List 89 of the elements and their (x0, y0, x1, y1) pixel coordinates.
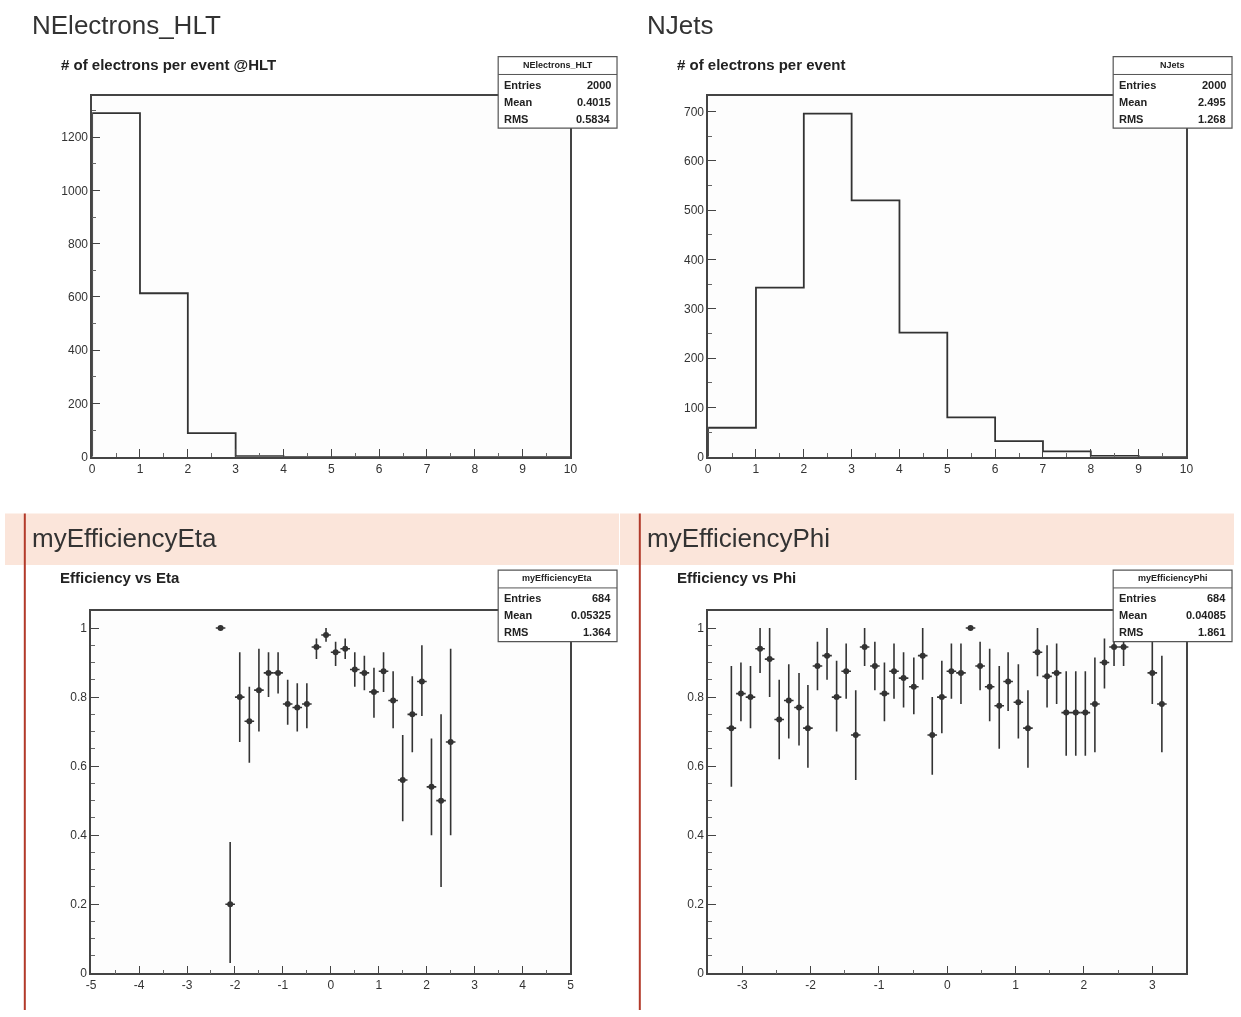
text: RMS 0.5834 (504, 113, 610, 125)
chart-title: myEfficiencyEta (32, 523, 218, 553)
y-tick-label: 200 (67, 396, 89, 411)
chart-subtitle: # of electrons per event @HLT (61, 56, 277, 73)
y-tick-label: 300 (683, 302, 705, 317)
y-tick-label: 0 (80, 966, 88, 981)
y-tick-label: 1 (80, 621, 88, 636)
text: Entries 684 (1119, 592, 1226, 604)
chart-title: myEfficiencyPhi (647, 523, 831, 553)
x-tick-label: 3 (1148, 978, 1156, 993)
y-tick-label: 600 (683, 154, 705, 169)
x-tick-label: -2 (805, 978, 817, 993)
x-tick-label: -4 (133, 978, 145, 993)
text: Mean 0.05325 (504, 609, 611, 621)
x-tick-label: 9 (1135, 461, 1143, 476)
y-tick-label: 700 (683, 104, 705, 119)
chart-title: NJets (647, 10, 714, 40)
x-tick-label: 5 (327, 461, 335, 476)
x-tick-label: 6 (375, 461, 383, 476)
y-tick-label: 1 (697, 621, 705, 636)
x-tick-label: 8 (1087, 461, 1095, 476)
chart-title: NElectrons_HLT (32, 10, 221, 40)
text: NElectrons_HLT (523, 60, 593, 70)
y-tick-label: 0.2 (70, 897, 88, 912)
y-tick-label: 0.4 (687, 828, 705, 843)
y-tick-label: 0 (81, 450, 89, 465)
y-tick-label: 0 (697, 450, 705, 465)
y-tick-label: 0 (697, 966, 705, 981)
y-tick-label: 400 (683, 252, 705, 267)
x-tick-label: 3 (232, 461, 240, 476)
text: Mean 0.4015 (504, 96, 611, 108)
x-tick-label: -5 (85, 978, 97, 993)
y-tick-label: 0.2 (687, 897, 705, 912)
x-tick-label: -3 (736, 978, 748, 993)
text: Entries 684 (504, 592, 611, 604)
text: RMS 1.364 (504, 626, 611, 638)
y-tick-label: 1200 (61, 130, 89, 145)
y-tick-label: 0.4 (70, 828, 88, 843)
text: RMS 1.268 (1119, 113, 1226, 125)
x-tick-label: 9 (519, 461, 527, 476)
x-tick-label: 5 (943, 461, 951, 476)
y-tick-label: 600 (67, 290, 89, 305)
x-tick-label: 1 (375, 978, 383, 993)
chart-subtitle: # of electrons per event (677, 56, 846, 73)
x-tick-label: 0 (327, 978, 335, 993)
text: Entries 2000 (504, 79, 612, 91)
x-tick-label: 2 (1080, 978, 1088, 993)
x-tick-label: 1 (136, 461, 144, 476)
text: NJets (1160, 60, 1185, 70)
x-tick-label: 4 (280, 461, 288, 476)
y-tick-label: 500 (683, 203, 705, 218)
x-tick-label: -2 (229, 978, 241, 993)
x-tick-label: 10 (1179, 461, 1194, 476)
x-tick-label: 0 (943, 978, 951, 993)
chart-subtitle: Efficiency vs Phi (677, 569, 797, 586)
y-tick-label: 1000 (61, 183, 89, 198)
x-tick-label: 2 (184, 461, 192, 476)
x-tick-label: 3 (471, 978, 479, 993)
x-tick-label: 4 (896, 461, 904, 476)
x-tick-label: 2 (800, 461, 808, 476)
text: Mean 2.495 (1119, 96, 1226, 108)
x-tick-label: -1 (277, 978, 289, 993)
x-tick-label: 8 (471, 461, 479, 476)
y-tick-label: 800 (67, 236, 89, 251)
y-tick-label: 0.8 (70, 690, 88, 705)
x-tick-label: 6 (991, 461, 999, 476)
text: myEfficiencyPhi (1138, 573, 1208, 583)
x-tick-label: 10 (563, 461, 578, 476)
chart-subtitle: Efficiency vs Eta (60, 569, 180, 586)
text: myEfficiencyEta (522, 573, 593, 583)
x-tick-label: 4 (519, 978, 527, 993)
x-tick-label: 7 (1039, 461, 1047, 476)
text: Entries 2000 (1119, 79, 1227, 91)
x-tick-label: 2 (423, 978, 431, 993)
y-tick-label: 400 (67, 343, 89, 358)
x-tick-label: -1 (873, 978, 885, 993)
text: RMS 1.861 (1119, 626, 1226, 638)
y-tick-label: 100 (683, 400, 705, 415)
x-tick-label: -3 (181, 978, 193, 993)
y-tick-label: 200 (683, 351, 705, 366)
x-tick-label: 1 (752, 461, 760, 476)
y-tick-label: 0.6 (687, 759, 705, 774)
text: Mean 0.04085 (1119, 609, 1226, 621)
x-tick-label: 7 (423, 461, 431, 476)
y-tick-label: 0.8 (687, 690, 705, 705)
x-tick-label: 1 (1012, 978, 1020, 993)
y-tick-label: 0.6 (70, 759, 88, 774)
x-tick-label: 3 (848, 461, 856, 476)
x-tick-label: 5 (567, 978, 575, 993)
